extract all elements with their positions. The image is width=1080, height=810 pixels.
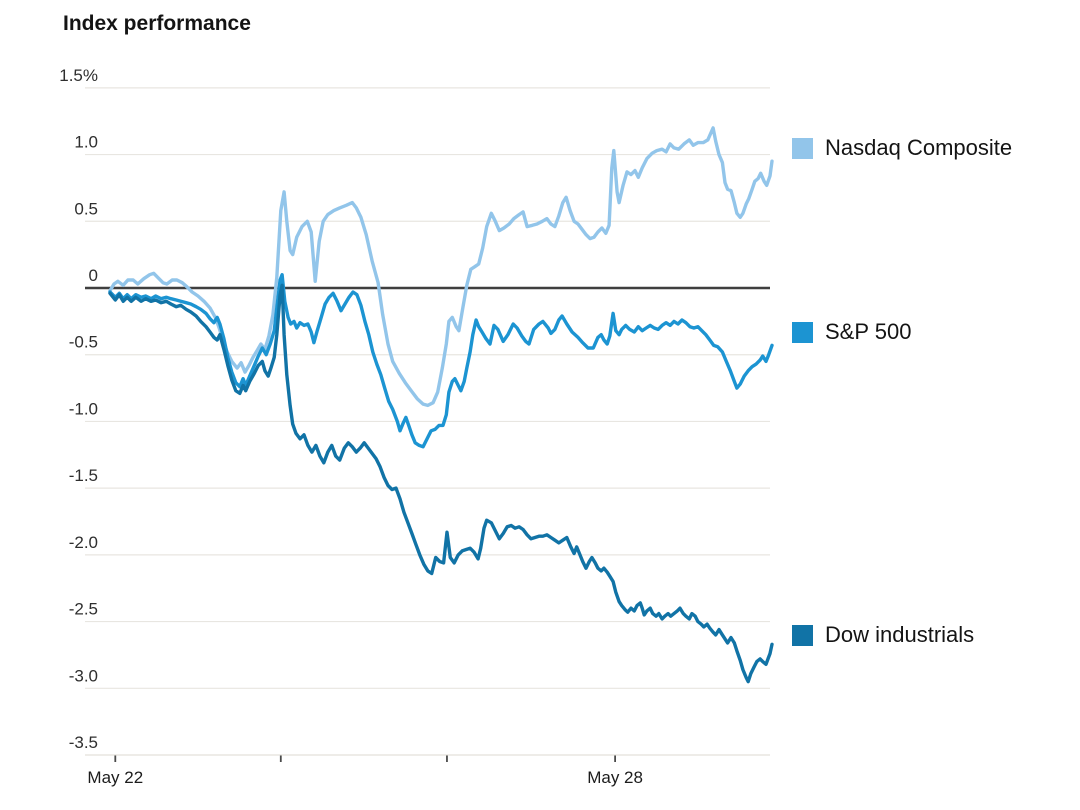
y-axis-tick-label: -1.5	[69, 466, 98, 485]
y-axis-tick-label: -3.5	[69, 733, 98, 752]
y-axis-tick-label: 1.0	[74, 133, 98, 152]
legend-label-dow: Dow industrials	[825, 622, 975, 647]
x-axis-tick-label: May 22	[87, 768, 143, 787]
y-axis-tick-label: 0	[89, 266, 98, 285]
series-line-dow-industrials	[108, 283, 774, 684]
y-axis-tick-label: -0.5	[69, 333, 98, 352]
legend-swatch-dow	[792, 624, 813, 646]
y-axis-tick-label: 0.5	[74, 199, 98, 218]
series-line-s-p-500	[108, 273, 774, 449]
legend-item-dow: Dow industrials	[792, 622, 974, 648]
series-line-nasdaq-composite	[108, 126, 774, 408]
legend-swatch-sp500	[792, 321, 813, 343]
legend-item-sp500: S&P 500	[792, 319, 911, 345]
legend-item-nasdaq: Nasdaq Composite	[792, 135, 1012, 161]
y-axis-tick-label: -3.0	[69, 666, 98, 685]
chart-title: Index performance	[63, 12, 251, 35]
legend-label-sp500: S&P 500	[825, 319, 912, 344]
x-axis-tick-label: May 28	[587, 768, 643, 787]
legend-swatch-nasdaq	[792, 137, 813, 159]
y-axis-tick-label: 1.5%	[59, 66, 98, 85]
legend-label-nasdaq: Nasdaq Composite	[825, 135, 1013, 160]
y-axis-tick-label: -2.0	[69, 533, 98, 552]
y-axis-tick-label: -1.0	[69, 399, 98, 418]
y-axis-tick-label: -2.5	[69, 600, 98, 619]
